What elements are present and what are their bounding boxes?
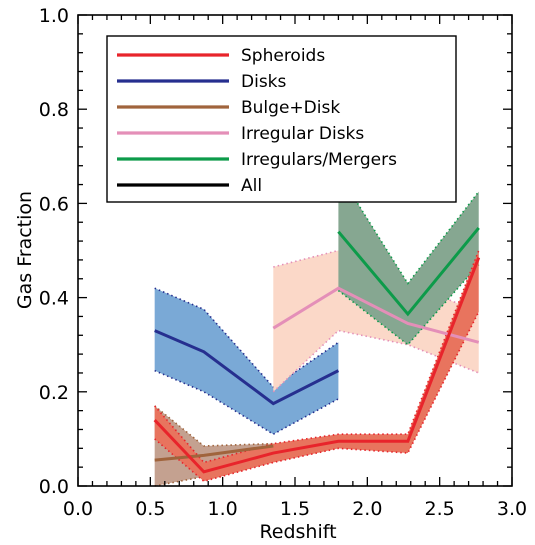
x-tick-label: 0.5 xyxy=(135,498,165,520)
spheroids-lower-bound xyxy=(154,311,480,483)
y-tick-label: 0.6 xyxy=(39,193,69,215)
x-tick-label: 3.0 xyxy=(497,498,527,520)
irregulars-mergers-line xyxy=(337,226,480,317)
bulge-disk-upper-bound xyxy=(154,405,274,447)
x-tick-label: 0.0 xyxy=(63,498,93,520)
disks-line xyxy=(154,329,340,406)
axis-ticks xyxy=(77,14,513,487)
disks-band xyxy=(154,288,339,435)
x-axis-title: Redshift xyxy=(259,521,336,543)
legend-label-bulge-disk: Bulge+Disk xyxy=(241,98,340,118)
legend-label-all: All xyxy=(241,176,262,196)
legend: Spheroids Disks Bulge+Disk Irregular Disks I… xyxy=(106,35,457,203)
y-tick-label: 1.0 xyxy=(39,5,69,27)
irregulars-mergers-band xyxy=(338,172,479,345)
irregular-disks-line xyxy=(272,286,480,344)
y-tick-label: 0.2 xyxy=(39,382,69,404)
y-tick-label: 0.0 xyxy=(39,476,69,498)
spheroids-line xyxy=(153,257,481,474)
x-tick-labels: 0.0 0.5 1.0 1.5 2.0 2.5 3.0 xyxy=(63,498,527,520)
legend-label-irregulars-mergers: Irregulars/Mergers xyxy=(241,150,397,170)
irregular-disks-band xyxy=(273,250,479,392)
x-tick-label: 2.5 xyxy=(425,498,455,520)
disks-lower-bound xyxy=(154,369,339,436)
series-lines xyxy=(153,226,481,474)
bulge-disk-line xyxy=(154,444,274,462)
legend-box xyxy=(106,35,457,203)
y-tick-labels: 0.0 0.2 0.4 0.6 0.8 1.0 xyxy=(39,5,69,498)
legend-label-irregular-disks: Irregular Disks xyxy=(241,124,364,144)
y-tick-label: 0.4 xyxy=(39,288,69,310)
bulge-disk-band xyxy=(154,405,274,486)
x-tick-label: 1.5 xyxy=(280,498,310,520)
x-tick-label: 2.0 xyxy=(352,498,382,520)
x-tick-label: 1.0 xyxy=(208,498,238,520)
y-axis-title: Gas Fraction xyxy=(14,191,36,309)
y-tick-label: 0.8 xyxy=(39,99,69,121)
irregulars-mergers-upper-bound xyxy=(337,172,480,285)
legend-label-disks: Disks xyxy=(241,72,287,92)
legend-label-spheroids: Spheroids xyxy=(241,46,325,66)
